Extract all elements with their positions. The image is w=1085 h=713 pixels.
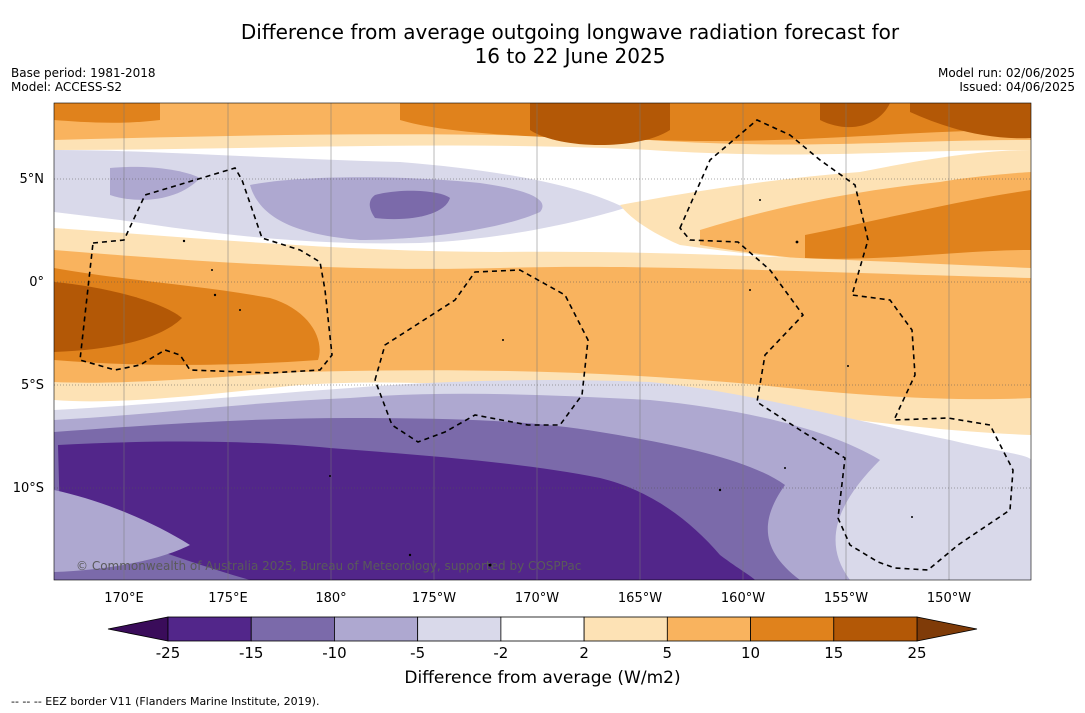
colorbar-tick-label: -10 — [322, 644, 347, 662]
anomaly-field — [54, 103, 1031, 580]
lon-label: 175°W — [412, 591, 456, 606]
eez-borders — [79, 119, 1014, 571]
colorbar-title: Difference from average (W/m2) — [404, 668, 681, 688]
issued-date: Issued: 04/06/2025 — [959, 80, 1075, 94]
lon-label: 180° — [315, 591, 346, 606]
colorbar-segment — [500, 616, 585, 642]
lon-label: 155°W — [824, 591, 868, 606]
title-line-1: Difference from average outgoing longwav… — [240, 20, 900, 44]
lat-label: 10°S — [13, 481, 44, 496]
islands — [182, 199, 913, 567]
colorbar: -25 -15 -10 -5 -2 2 5 10 15 25 — [107, 616, 978, 662]
colorbar-segment — [833, 616, 918, 642]
graticule — [54, 178, 1031, 489]
colorbar-tick-label: -2 — [493, 644, 508, 662]
meta-left: Base period: 1981-2018 Model: ACCESS-S2 — [11, 66, 156, 94]
lat-label: 0° — [29, 275, 44, 290]
meridians — [123, 103, 950, 580]
colorbar-segment — [666, 616, 751, 642]
lat-label: 5°S — [21, 378, 44, 393]
colorbar-segment — [583, 616, 668, 642]
copyright-text: © Commonwealth of Australia 2025, Bureau… — [76, 559, 581, 573]
lon-label: 170°E — [104, 591, 144, 606]
colorbar-segment — [334, 616, 419, 642]
colorbar-extend-low — [107, 616, 169, 642]
longitude-labels: 170°E 175°E 180° 175°W 170°W 165°W 160°W… — [104, 591, 971, 606]
meta-right: Model run: 02/06/2025 Issued: 04/06/2025 — [938, 66, 1075, 94]
colorbar-tick-label: 2 — [579, 644, 589, 662]
lon-label: 160°W — [721, 591, 765, 606]
model-run: Model run: 02/06/2025 — [937, 66, 1075, 80]
colorbar-tick-label: -5 — [410, 644, 425, 662]
colorbar-extend-high — [916, 616, 978, 642]
eez-footnote: -- -- -- EEZ border V11 (Flanders Marine… — [11, 695, 320, 708]
lon-label: 170°W — [515, 591, 559, 606]
model-name: Model: ACCESS-S2 — [11, 80, 123, 94]
colorbar-tick-label: 5 — [663, 644, 673, 662]
lon-label: 175°E — [208, 591, 248, 606]
lon-label: 165°W — [618, 591, 662, 606]
colorbar-tick-label: -15 — [239, 644, 264, 662]
latitude-labels: 5°N 0° 5°S 10°S — [13, 172, 44, 496]
colorbar-segment — [167, 616, 252, 642]
lat-label: 5°N — [20, 172, 45, 187]
colorbar-tick-label: 10 — [741, 644, 760, 662]
map-title: Difference from average outgoing longwav… — [0, 20, 1085, 68]
map-frame — [53, 102, 1032, 581]
colorbar-segment — [750, 616, 835, 642]
title-line-2: 16 to 22 June 2025 — [474, 44, 666, 68]
lon-label: 150°W — [927, 591, 971, 606]
colorbar-segment — [417, 616, 502, 642]
base-period: Base period: 1981-2018 — [11, 66, 156, 80]
colorbar-tick-label: 15 — [824, 644, 843, 662]
colorbar-tick-label: -25 — [156, 644, 181, 662]
colorbar-segment — [250, 616, 335, 642]
colorbar-tick-label: 25 — [907, 644, 926, 662]
